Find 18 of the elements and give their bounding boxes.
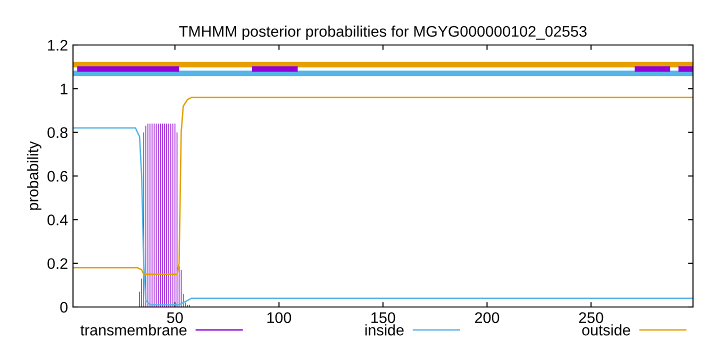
x-tick-label: 200 [475,312,500,324]
x-tick-label: 100 [267,312,292,324]
chart-title: TMHMM posterior probabilities for MGYG000000102_02553 [179,26,587,40]
y-tick-label: 1.2 [48,40,68,51]
y-tick-label: 1 [60,84,68,94]
y-tick-label: 0.2 [48,258,68,270]
y-tick-label: 0.4 [48,214,68,226]
legend-label: inside [365,324,404,336]
x-tick-label: 250 [579,312,604,324]
legend-label: transmembrane [80,324,187,336]
y-tick-label: 0.8 [48,127,68,138]
line-series [73,96,693,275]
y-axis-title: probability [27,141,42,210]
x-tick-label: 150 [371,312,396,324]
legend-label: outside [582,324,630,336]
y-tick-label: 0.6 [48,170,68,182]
y-tick-label: 0 [60,302,68,313]
x-tick-label: 50 [167,312,183,324]
